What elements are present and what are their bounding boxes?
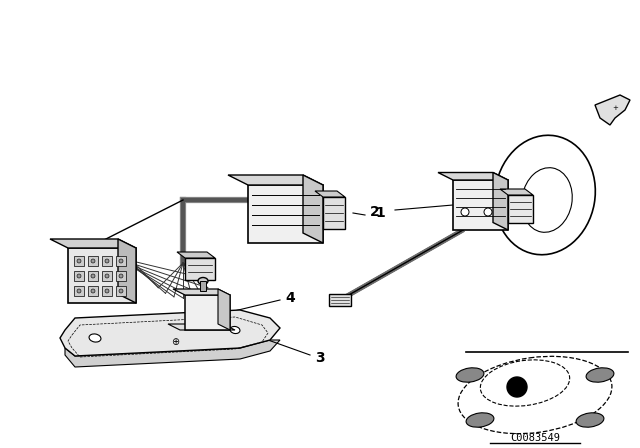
Polygon shape [218,289,230,330]
Polygon shape [177,252,215,258]
Polygon shape [50,239,136,248]
Ellipse shape [198,277,208,284]
Ellipse shape [576,413,604,427]
Polygon shape [60,310,280,356]
Polygon shape [200,281,206,291]
Polygon shape [116,271,126,281]
Ellipse shape [91,259,95,263]
Polygon shape [88,271,98,281]
Polygon shape [508,195,533,223]
Polygon shape [102,256,112,266]
Polygon shape [493,172,508,230]
Polygon shape [185,295,230,330]
Ellipse shape [77,259,81,263]
Polygon shape [118,239,136,303]
Polygon shape [74,271,84,281]
Polygon shape [68,248,136,303]
Ellipse shape [461,208,469,216]
Ellipse shape [89,334,101,342]
Polygon shape [74,286,84,296]
Text: 4: 4 [285,291,295,305]
Ellipse shape [484,208,492,216]
Ellipse shape [105,259,109,263]
Ellipse shape [77,274,81,278]
Ellipse shape [77,289,81,293]
Ellipse shape [91,274,95,278]
Polygon shape [595,95,630,125]
Ellipse shape [119,259,123,263]
Polygon shape [88,256,98,266]
Text: ⊕: ⊕ [171,337,179,347]
Polygon shape [88,286,98,296]
Polygon shape [74,256,84,266]
Ellipse shape [507,377,527,397]
Text: C0083549: C0083549 [510,433,560,443]
Polygon shape [173,289,230,295]
Ellipse shape [119,274,123,278]
Text: +: + [612,105,618,111]
Polygon shape [116,256,126,266]
Polygon shape [438,172,508,180]
Ellipse shape [105,289,109,293]
Ellipse shape [119,289,123,293]
Polygon shape [116,286,126,296]
Ellipse shape [456,368,484,382]
Polygon shape [248,185,323,243]
Polygon shape [323,197,345,229]
Ellipse shape [586,368,614,382]
Polygon shape [65,340,280,367]
Polygon shape [102,286,112,296]
Ellipse shape [230,327,240,334]
Ellipse shape [466,413,494,427]
Ellipse shape [91,289,95,293]
Polygon shape [303,175,323,243]
Polygon shape [329,294,351,306]
Text: 2: 2 [370,205,380,219]
Polygon shape [500,189,533,195]
Polygon shape [185,258,215,280]
Text: 1: 1 [375,206,385,220]
Polygon shape [102,271,112,281]
Ellipse shape [495,135,595,255]
Ellipse shape [458,356,612,434]
Ellipse shape [522,168,572,233]
Polygon shape [228,175,323,185]
Ellipse shape [481,360,570,406]
Text: 3: 3 [315,351,324,365]
Ellipse shape [105,274,109,278]
Polygon shape [453,180,508,230]
Polygon shape [315,191,345,197]
Polygon shape [168,324,235,330]
